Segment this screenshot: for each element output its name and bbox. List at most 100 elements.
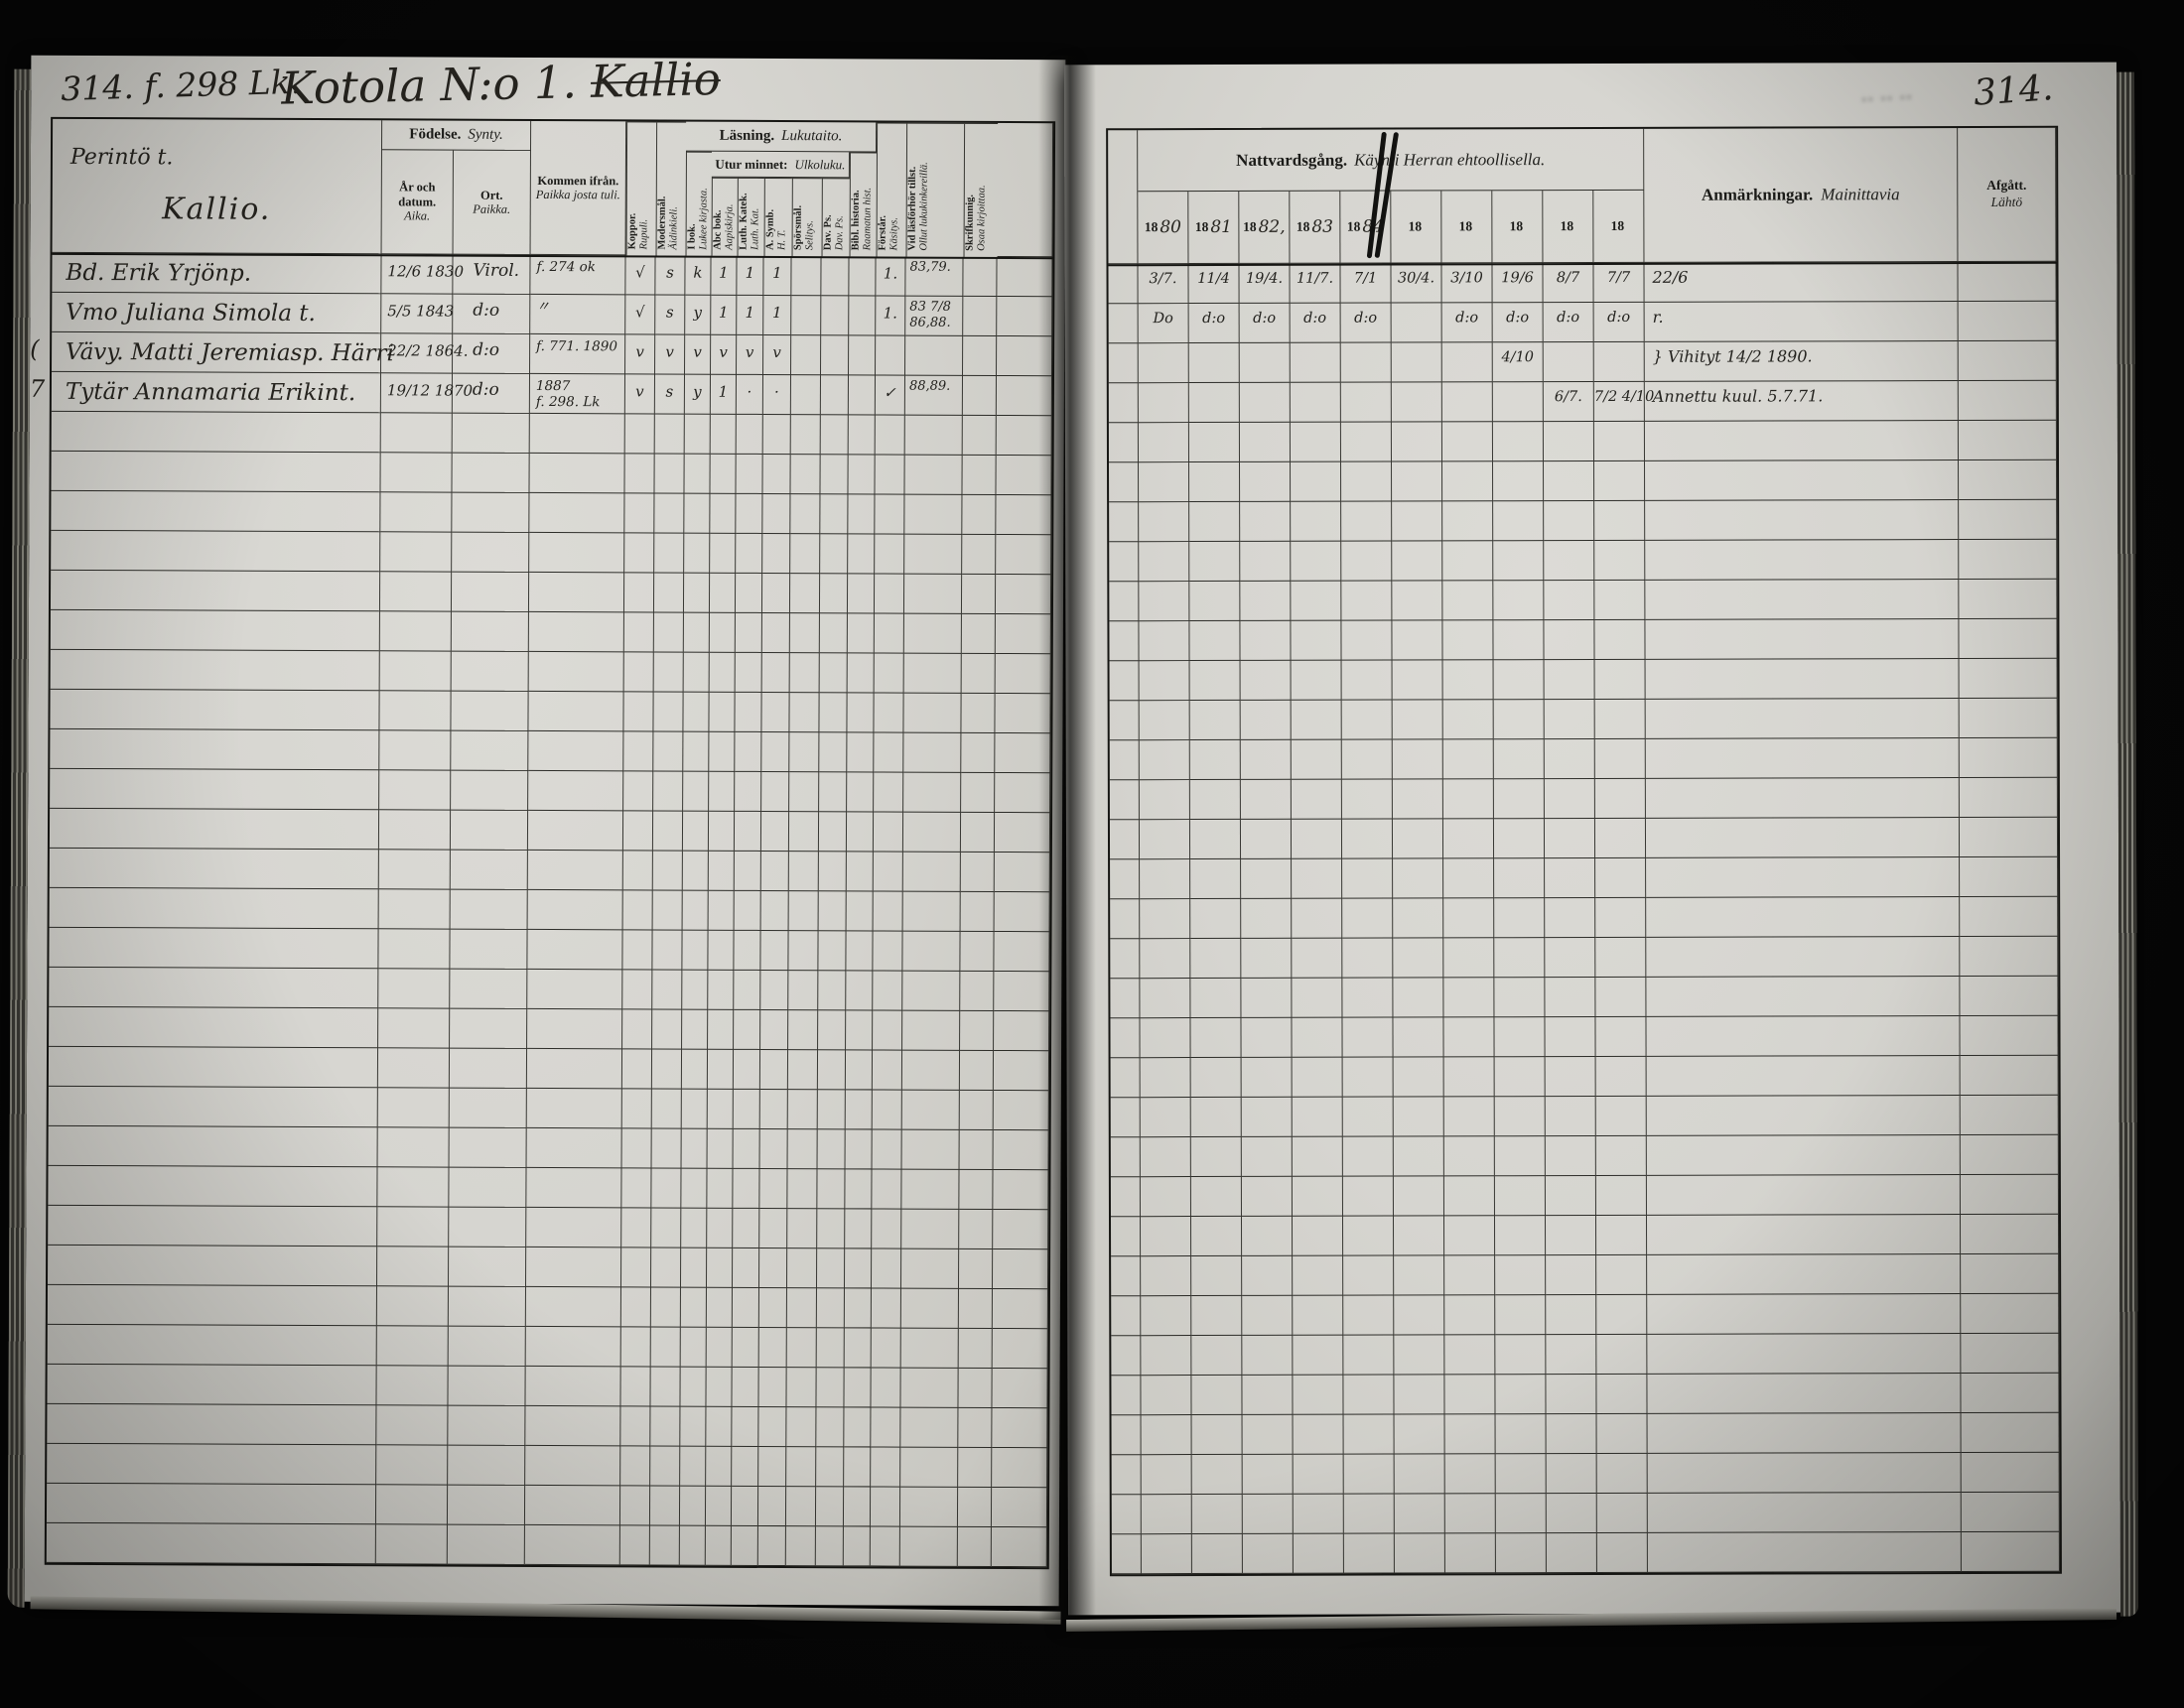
name-cell <box>48 1046 379 1089</box>
communion-mark-cell <box>1190 1136 1242 1178</box>
row-lead-cell <box>1109 701 1140 741</box>
communion-mark-cell <box>1340 382 1392 423</box>
communion-mark-cell <box>1495 1414 1547 1455</box>
communion-mark-cell <box>1138 343 1189 384</box>
communion-mark-cell: d:o <box>1290 303 1341 343</box>
birth-date-cell <box>376 1247 450 1287</box>
name-cell <box>47 1443 377 1486</box>
reading-mark-cell <box>847 772 875 813</box>
communion-mark-cell <box>1242 1375 1294 1415</box>
come-from-cell <box>526 1167 622 1209</box>
reading-mark-cell <box>818 852 847 892</box>
reading-mark-cell <box>848 375 877 416</box>
communion-mark-cell <box>1342 1097 1394 1137</box>
remarks-fi: Mainittavia <box>1821 185 1900 204</box>
reading-mark-cell <box>736 533 763 574</box>
reading-mark-cell <box>680 1367 707 1407</box>
remarks-cell <box>1647 1532 1962 1573</box>
name-cell <box>46 1522 376 1565</box>
birth-place-cell <box>448 1326 526 1367</box>
end-cell <box>996 375 1053 417</box>
luth-catechism-sv: Luth. Katek. <box>738 193 750 250</box>
birth-place-cell <box>450 889 528 930</box>
writing-cell <box>960 1010 995 1051</box>
writing-cell <box>959 1050 995 1091</box>
column-header-abc-book: Abc bok. Aapiskirja. <box>711 177 738 256</box>
reading-mark-cell <box>684 493 711 534</box>
communion-mark-cell <box>1394 1375 1445 1415</box>
communion-mark-cell <box>1595 1215 1648 1255</box>
remarks-cell <box>1647 1453 1962 1494</box>
communion-mark-cell <box>1140 1018 1191 1059</box>
communion-mark-cell <box>1442 581 1494 621</box>
reading-mark-cell <box>821 296 850 336</box>
remarks-cell <box>1646 1016 1961 1057</box>
communion-mark-cell <box>1392 581 1443 621</box>
left-page: 314. f. 298 Lk. Kotola N:o 1. Kallio Per… <box>24 53 1066 1607</box>
communion-mark-cell: d:o <box>1441 303 1493 343</box>
communion-mark-cell <box>1140 1177 1191 1218</box>
reading-mark-cell <box>652 970 683 1010</box>
column-header-communion-group: Nattvardsgång. Käynti Herran ehtoollisel… <box>1138 128 1645 193</box>
reading-mark-cell <box>846 812 875 853</box>
reading-mark-cell <box>816 1368 845 1408</box>
come-from-cell <box>525 1366 621 1407</box>
reading-mark-cell <box>790 534 821 575</box>
communion-mark-cell <box>1188 382 1240 424</box>
departed-cell <box>1959 499 2058 541</box>
reading-mark-cell <box>846 971 874 1011</box>
reading-mark-cell: √ <box>625 255 656 296</box>
birth-group-sv: Födelse. <box>409 126 462 143</box>
communion-mark-cell <box>1595 1096 1647 1136</box>
reading-mark-cell <box>682 970 709 1010</box>
exam-years-cell <box>903 732 962 773</box>
year-prefix: 18 <box>1296 218 1310 234</box>
from-memory-sv: Utur minnet: <box>715 156 788 172</box>
reading-mark-cell <box>733 1208 760 1248</box>
comprehension-cell <box>871 1248 902 1289</box>
communion-mark-cell <box>1595 937 1647 978</box>
communion-mark-cell <box>1189 461 1241 503</box>
writing-cell <box>961 732 996 773</box>
writing-cell <box>960 891 995 932</box>
communion-mark-cell: 19/4. <box>1239 263 1291 304</box>
communion-mark-cell <box>1594 738 1646 779</box>
comprehension-cell <box>873 931 903 972</box>
name-cell <box>51 411 381 454</box>
communion-mark-cell <box>1341 461 1393 502</box>
reading-mark-cell <box>735 731 762 772</box>
communion-mark-cell <box>1342 978 1394 1018</box>
comprehension-cell <box>876 335 906 376</box>
writing-cell <box>957 1526 992 1567</box>
communion-mark-cell <box>1191 1255 1243 1297</box>
comprehension-cell <box>874 732 904 773</box>
communion-mark-cell <box>1291 501 1342 542</box>
reading-mark-cell <box>735 692 762 732</box>
right-page: ‥‥‥ 314. Nattvardsgång. Käynti Herran eh… <box>1063 62 2121 1616</box>
reading-mark-cell <box>623 731 654 772</box>
communion-sv: Nattvardsgång. <box>1236 150 1348 170</box>
communion-mark-cell <box>1394 1454 1445 1495</box>
reading-mark-cell <box>787 1050 819 1091</box>
comprehension-cell <box>872 1050 903 1091</box>
left-folio-number: 314. f. 298 Lk. <box>60 62 302 109</box>
reading-mark-cell <box>650 1446 681 1487</box>
name-cell <box>47 1364 377 1406</box>
communion-mark-cell <box>1291 541 1342 582</box>
column-header-year-blank-3: 18 <box>1492 191 1544 264</box>
communion-mark-cell <box>1240 541 1292 582</box>
column-header-year-blank-2: 18 <box>1441 191 1493 264</box>
come-from-cell: f. 274 ok <box>530 254 626 296</box>
reading-mark-cell <box>790 375 822 416</box>
year-prefix: 18 <box>1458 218 1473 234</box>
communion-mark-cell <box>1392 501 1443 542</box>
row-lead-cell <box>1111 1336 1142 1377</box>
communion-mark-cell <box>1191 1414 1243 1456</box>
exam-years-cell <box>904 494 963 535</box>
communion-mark-cell <box>1189 620 1241 662</box>
row-lead-cell <box>1108 264 1139 305</box>
communion-mark-cell <box>1544 580 1595 621</box>
reading-mark-cell <box>817 1090 846 1130</box>
communion-mark-cell <box>1292 898 1343 939</box>
remarks-cell <box>1645 460 1960 501</box>
